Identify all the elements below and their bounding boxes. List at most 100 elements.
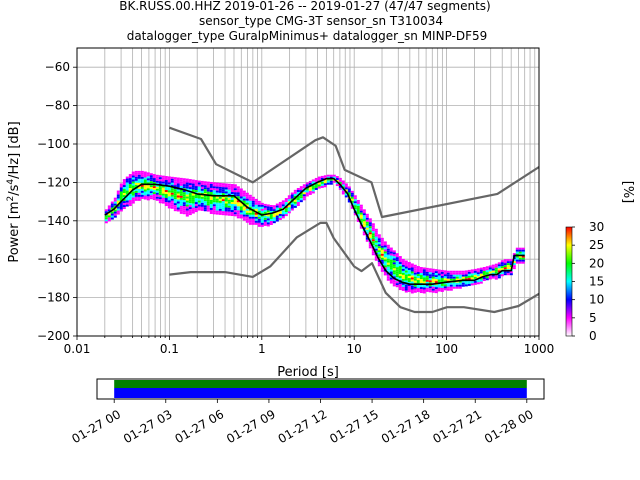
density-cell xyxy=(227,199,231,202)
density-cell xyxy=(188,199,192,202)
density-cell xyxy=(137,170,141,173)
density-cell xyxy=(386,246,390,249)
density-cell xyxy=(518,251,522,254)
density-cell xyxy=(227,189,231,192)
density-cell xyxy=(410,287,414,290)
density-cell xyxy=(473,274,477,277)
density-cell xyxy=(458,276,462,279)
density-cell xyxy=(134,182,138,185)
density-cell xyxy=(215,190,219,193)
density-cell xyxy=(278,215,282,218)
density-cell xyxy=(125,196,129,199)
density-cell xyxy=(185,198,189,201)
density-cell xyxy=(482,278,486,281)
density-cell xyxy=(500,272,504,275)
density-cell xyxy=(119,191,123,194)
density-cell xyxy=(125,200,129,203)
density-cell xyxy=(275,219,279,222)
density-cell xyxy=(398,284,402,287)
density-cell xyxy=(197,194,201,197)
density-cell xyxy=(344,185,348,188)
coverage-bars xyxy=(114,380,527,398)
density-cell xyxy=(164,198,168,201)
density-cell xyxy=(191,203,195,206)
density-cell xyxy=(149,195,153,198)
density-cell xyxy=(419,285,423,288)
density-cell xyxy=(296,203,300,206)
density-cell xyxy=(509,259,513,262)
density-cell xyxy=(224,183,228,186)
density-cell xyxy=(416,282,420,285)
density-cell xyxy=(128,204,132,207)
density-cell xyxy=(131,177,135,180)
density-cell xyxy=(113,197,117,200)
density-cell xyxy=(368,224,372,227)
density-cell xyxy=(425,273,429,276)
x-tick-label: 1 xyxy=(258,342,266,356)
density-cell xyxy=(452,272,456,275)
density-cell xyxy=(389,271,393,274)
density-cell xyxy=(416,276,420,279)
density-cell xyxy=(134,172,138,175)
density-cell xyxy=(518,247,522,250)
density-cell xyxy=(341,182,345,185)
density-cell xyxy=(260,220,264,223)
density-cell xyxy=(212,200,216,203)
density-cell xyxy=(392,258,396,261)
density-cell xyxy=(185,210,189,213)
density-cell xyxy=(176,201,180,204)
density-cell xyxy=(152,176,156,179)
density-cell xyxy=(239,192,243,195)
density-cell xyxy=(494,275,498,278)
density-cell xyxy=(269,214,273,217)
density-cell xyxy=(254,200,258,203)
colorbar-tick-label: 0 xyxy=(589,329,597,343)
density-cell xyxy=(194,200,198,203)
density-cell xyxy=(230,214,234,217)
density-cell xyxy=(407,284,411,287)
density-cell xyxy=(464,272,468,275)
density-cell xyxy=(479,269,483,272)
density-cell xyxy=(110,201,114,204)
density-cell xyxy=(167,178,171,181)
density-cell xyxy=(191,183,195,186)
density-cell xyxy=(212,188,216,191)
density-cell xyxy=(407,264,411,267)
density-cell xyxy=(392,254,396,257)
density-cell xyxy=(440,271,444,274)
density-cell xyxy=(434,279,438,282)
density-cell xyxy=(275,203,279,206)
density-cell xyxy=(233,192,237,195)
density-cell xyxy=(230,184,234,187)
density-cell xyxy=(386,252,390,255)
density-cell xyxy=(521,259,525,262)
density-cell xyxy=(125,204,129,207)
density-cell xyxy=(377,240,381,243)
density-cell xyxy=(248,198,252,201)
density-cell xyxy=(137,192,141,195)
density-cell xyxy=(191,209,195,212)
density-cell xyxy=(200,188,204,191)
density-cell xyxy=(380,247,384,250)
density-cell xyxy=(284,210,288,213)
density-cell xyxy=(377,252,381,255)
density-cell xyxy=(185,186,189,189)
density-cell xyxy=(455,286,459,289)
density-cell xyxy=(473,280,477,283)
density-cell xyxy=(119,193,123,196)
density-cell xyxy=(371,253,375,256)
density-cell xyxy=(437,283,441,286)
density-cell xyxy=(416,272,420,275)
density-cell xyxy=(125,178,129,181)
density-cell xyxy=(221,187,225,190)
density-cell xyxy=(359,206,363,209)
density-cell xyxy=(476,272,480,275)
density-cell xyxy=(287,211,291,214)
density-cell xyxy=(146,196,150,199)
density-cell xyxy=(248,196,252,199)
density-cell xyxy=(167,190,171,193)
density-cell xyxy=(230,188,234,191)
density-cell xyxy=(368,232,372,235)
density-cell xyxy=(149,191,153,194)
density-cell xyxy=(170,202,174,205)
